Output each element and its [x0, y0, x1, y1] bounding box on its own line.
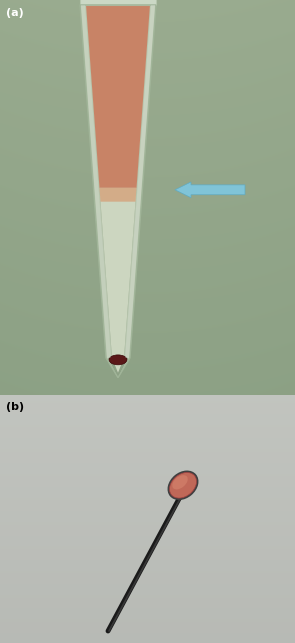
Ellipse shape: [170, 473, 196, 498]
Polygon shape: [80, 0, 156, 5]
Ellipse shape: [178, 490, 186, 496]
Polygon shape: [125, 5, 155, 358]
Polygon shape: [118, 5, 156, 377]
Ellipse shape: [109, 355, 127, 365]
FancyArrow shape: [175, 182, 245, 198]
Ellipse shape: [168, 471, 199, 500]
Text: (a): (a): [6, 8, 24, 18]
Text: (b): (b): [6, 403, 24, 412]
Polygon shape: [80, 5, 118, 377]
Polygon shape: [86, 5, 150, 373]
Polygon shape: [86, 5, 150, 188]
Polygon shape: [81, 5, 111, 358]
Polygon shape: [99, 188, 137, 202]
Ellipse shape: [172, 475, 188, 489]
